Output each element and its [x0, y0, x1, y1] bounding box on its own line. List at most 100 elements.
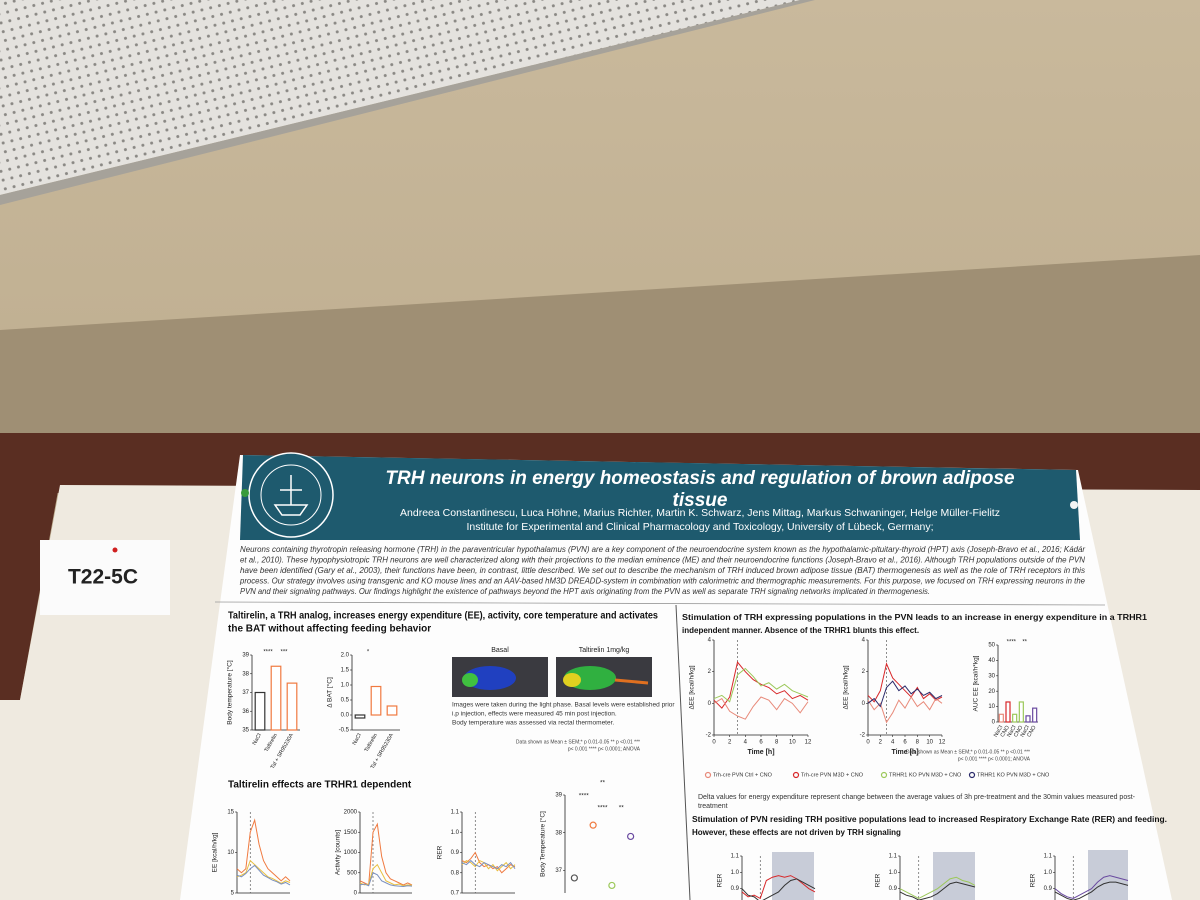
y-tick-label: 1.1 — [451, 810, 460, 816]
pin — [241, 489, 249, 497]
y-tick-label: 1.0 — [451, 830, 460, 836]
series-line — [899, 881, 976, 900]
section-heading: the BAT without affecting feeding behavi… — [228, 624, 431, 635]
y-tick-label: -2 — [706, 733, 712, 739]
y-tick-label: 0 — [862, 701, 866, 707]
y-axis-label: RER — [875, 873, 882, 887]
bar — [354, 714, 366, 719]
bar — [1018, 701, 1024, 723]
section-heading: independent manner. Absence of the TRHR1… — [682, 626, 919, 635]
thermal-spot — [563, 673, 581, 687]
y-tick-label: 0.5 — [341, 698, 350, 704]
y-tick-label: 40 — [988, 658, 995, 664]
y-tick-label: 0.0 — [341, 713, 350, 719]
y-axis-label: Body Temperature [°C] — [539, 811, 547, 877]
legend-label: Trh-cre PVN Ctrl + CNO — [713, 772, 773, 778]
legend-swatch — [968, 771, 976, 779]
stats-note: Data shown as Mean ± SEM;* p 0.01-0.05 *… — [906, 749, 1030, 755]
y-tick-label: 0 — [708, 701, 712, 707]
x-tick-label: 12 — [939, 740, 946, 746]
x-tick-label: 6 — [759, 740, 763, 746]
x-tick-label: NaCl — [993, 725, 1004, 739]
y-tick-label: 0 — [354, 891, 358, 897]
significance: **** — [579, 793, 590, 800]
y-tick-label: 4 — [862, 638, 866, 644]
x-tick-label: 12 — [805, 740, 812, 746]
caption: Images were taken during the light phase… — [452, 702, 675, 709]
y-tick-label: 1.5 — [341, 668, 350, 674]
y-tick-label: 36 — [242, 709, 249, 715]
bar — [1032, 707, 1038, 723]
y-axis-label: Body temperature [°C] — [226, 660, 234, 725]
y-tick-label: 30 — [988, 673, 995, 679]
bar — [270, 665, 282, 731]
y-tick-label: 10 — [988, 704, 995, 710]
series-line — [867, 696, 943, 724]
series-line — [899, 876, 976, 900]
y-tick-label: 1.0 — [889, 870, 898, 876]
bar — [386, 705, 398, 716]
pin — [112, 547, 118, 553]
y-tick-label: 38 — [242, 671, 249, 677]
y-tick-label: 50 — [988, 643, 995, 649]
section-heading: Stimulation of PVN residing TRH positive… — [692, 815, 1167, 824]
y-tick-label: -0.5 — [339, 728, 350, 734]
x-tick-label: CNO — [1000, 724, 1012, 738]
caption: i.p injection, effects were measured 45 … — [452, 711, 617, 718]
bar — [1005, 701, 1011, 723]
x-tick-label: 4 — [744, 740, 748, 746]
series-line — [741, 875, 816, 900]
group-mean — [608, 881, 616, 890]
significance: **** — [597, 805, 608, 812]
bar — [286, 682, 298, 731]
abstract-line: PVN and their signaling pathways. Our fi… — [240, 587, 930, 596]
y-tick-label: 38 — [555, 830, 562, 836]
x-axis-label: Time [h] — [747, 749, 774, 756]
x-tick-label: NaCl — [1020, 725, 1031, 739]
y-tick-label: 10 — [227, 850, 234, 856]
significance: ** — [600, 780, 606, 787]
y-tick-label: 2 — [708, 669, 712, 675]
series-line — [359, 872, 413, 888]
x-axis-label: Time [h] — [891, 749, 918, 756]
pin — [1070, 501, 1078, 509]
y-tick-label: 0 — [992, 720, 996, 726]
y-tick-label: 20 — [988, 689, 995, 695]
series-line — [867, 680, 943, 708]
stats-note: Data shown as Mean ± SEM;* p 0.01-0.05 *… — [516, 739, 640, 745]
series-line — [461, 859, 516, 870]
y-tick-label: 37 — [555, 868, 562, 874]
section-heading: Taltirelin, a TRH analog, increases ener… — [228, 611, 658, 622]
delta-note: Delta values for energy expenditure repr… — [698, 794, 1136, 801]
abstract-line: Neurons containing thyrotropin releasing… — [240, 545, 1085, 554]
dark-phase-shade — [1088, 850, 1128, 900]
series-line — [236, 818, 291, 882]
poster-title: tissue — [673, 490, 728, 511]
y-tick-label: 1500 — [344, 830, 358, 836]
tag-label: T22-5C — [68, 566, 138, 589]
seal-ship — [273, 475, 309, 516]
x-tick-label: NaCl — [352, 733, 363, 747]
y-tick-label: 0.9 — [451, 850, 460, 856]
group-mean — [589, 821, 597, 829]
y-tick-label: 0.7 — [451, 891, 460, 897]
y-tick-label: 5 — [231, 891, 235, 897]
x-tick-label: 2 — [728, 740, 732, 746]
delta-note: treatment — [698, 803, 728, 810]
legend-swatch — [792, 771, 800, 779]
y-tick-label: 39 — [555, 793, 562, 799]
poster-header — [240, 455, 1080, 540]
seal-ring — [260, 464, 322, 526]
x-tick-label: NaCl — [1006, 725, 1017, 739]
wall-shadow — [0, 255, 1200, 440]
abstract-line: et al., 2010). These hypophysiotropic TR… — [240, 556, 1085, 565]
y-tick-label: -2 — [860, 733, 866, 739]
y-tick-label: 39 — [242, 653, 249, 659]
bar — [254, 691, 266, 731]
stats-note: p< 0.001 **** p< 0.0001; ANOVA — [568, 746, 641, 752]
x-tick-label: 4 — [891, 740, 895, 746]
y-axis-label: AUC EE [kcal/h*kg] — [973, 655, 980, 711]
significance: * — [367, 650, 370, 656]
y-tick-label: 15 — [227, 810, 234, 816]
y-tick-label: 35 — [242, 728, 249, 734]
